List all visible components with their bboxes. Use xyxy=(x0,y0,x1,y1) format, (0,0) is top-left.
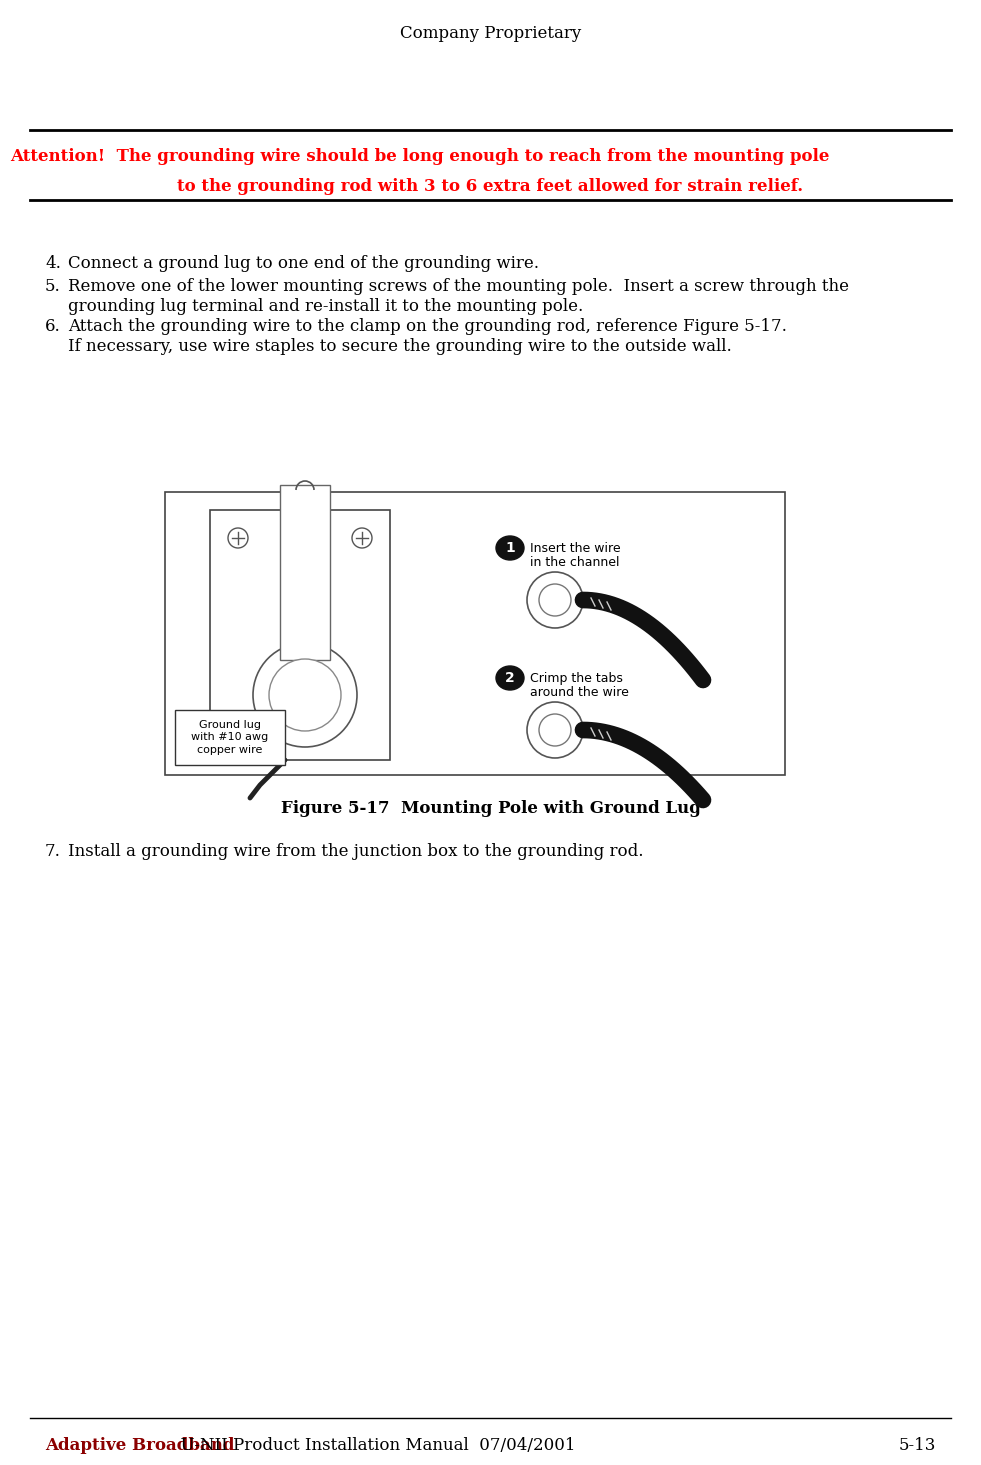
Text: Connect a ground lug to one end of the grounding wire.: Connect a ground lug to one end of the g… xyxy=(68,255,539,272)
Text: Attach the grounding wire to the clamp on the grounding rod, reference Figure 5-: Attach the grounding wire to the clamp o… xyxy=(68,318,787,335)
Bar xyxy=(175,711,285,765)
Text: around the wire: around the wire xyxy=(530,686,629,699)
Circle shape xyxy=(352,527,372,548)
Text: Crimp the tabs: Crimp the tabs xyxy=(530,672,623,686)
Text: If necessary, use wire staples to secure the grounding wire to the outside wall.: If necessary, use wire staples to secure… xyxy=(68,338,732,355)
Text: in the channel: in the channel xyxy=(530,557,619,568)
Text: Figure 5-17  Mounting Pole with Ground Lug: Figure 5-17 Mounting Pole with Ground Lu… xyxy=(281,800,700,817)
Circle shape xyxy=(269,659,341,731)
Text: to the grounding rod with 3 to 6 extra feet allowed for strain relief.: to the grounding rod with 3 to 6 extra f… xyxy=(178,179,803,195)
Text: 4.: 4. xyxy=(45,255,61,272)
Text: 6.: 6. xyxy=(45,318,61,335)
Text: Company Proprietary: Company Proprietary xyxy=(400,25,581,42)
Ellipse shape xyxy=(496,667,524,690)
Text: 1: 1 xyxy=(505,541,515,555)
Text: Install a grounding wire from the junction box to the grounding rod.: Install a grounding wire from the juncti… xyxy=(68,842,644,860)
Text: 5.: 5. xyxy=(45,278,61,294)
Circle shape xyxy=(539,585,571,615)
Text: 7.: 7. xyxy=(45,842,61,860)
Text: Ground lug
with #10 awg
copper wire: Ground lug with #10 awg copper wire xyxy=(191,721,269,754)
Text: U-NII Product Installation Manual  07/04/2001: U-NII Product Installation Manual 07/04/… xyxy=(170,1437,576,1453)
Text: Adaptive Broadband: Adaptive Broadband xyxy=(45,1437,234,1453)
Bar xyxy=(165,492,785,775)
Bar xyxy=(280,485,330,661)
Circle shape xyxy=(527,702,583,757)
Text: Insert the wire: Insert the wire xyxy=(530,542,621,555)
Bar xyxy=(210,510,390,760)
Text: Attention!  The grounding wire should be long enough to reach from the mounting : Attention! The grounding wire should be … xyxy=(10,148,829,166)
Text: grounding lug terminal and re-install it to the mounting pole.: grounding lug terminal and re-install it… xyxy=(68,297,584,315)
Ellipse shape xyxy=(496,536,524,560)
Circle shape xyxy=(253,643,357,747)
Circle shape xyxy=(527,571,583,628)
Circle shape xyxy=(228,527,248,548)
Text: Remove one of the lower mounting screws of the mounting pole.  Insert a screw th: Remove one of the lower mounting screws … xyxy=(68,278,849,294)
Text: 5-13: 5-13 xyxy=(899,1437,936,1453)
Text: 2: 2 xyxy=(505,671,515,686)
Circle shape xyxy=(539,713,571,746)
